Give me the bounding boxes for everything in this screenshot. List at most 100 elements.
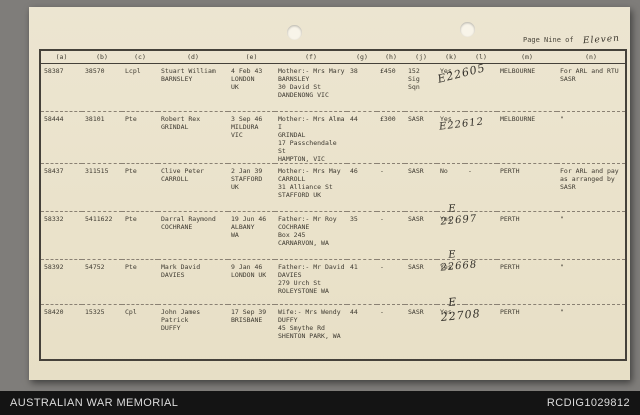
cell-service-number: 58444 bbox=[40, 111, 82, 164]
cell-unit: SASR bbox=[405, 259, 437, 305]
cell-g: 46 bbox=[347, 163, 377, 212]
handwritten-register-number: E 22697 bbox=[440, 203, 478, 228]
cell-name: Darral Raymond COCHRANE bbox=[158, 211, 228, 260]
archive-footer-bar: AUSTRALIAN WAR MEMORIAL RCDIG1029812 bbox=[0, 391, 640, 415]
column-header-f: (f) bbox=[275, 50, 347, 64]
cell-service-number: 58437 bbox=[40, 163, 82, 212]
cell-g: 44 bbox=[350, 308, 358, 316]
cell-prev-number: 54752 bbox=[82, 259, 122, 305]
cell-unit: SASR bbox=[405, 111, 437, 164]
cell-remarks: " bbox=[557, 259, 626, 305]
cell-birth: 4 Feb 43 LONDON UK bbox=[228, 63, 275, 112]
cell-rank: Pte bbox=[122, 211, 158, 260]
cell-service-number: 58420 bbox=[44, 308, 64, 316]
column-header-g: (g) bbox=[347, 50, 377, 64]
cell-unit: SASR bbox=[405, 211, 437, 260]
cell-unit: 152 Sig Sqn bbox=[405, 63, 437, 112]
column-header-l: (l) bbox=[465, 50, 497, 64]
cell-rank: Pte bbox=[122, 163, 158, 212]
cell-unit: SASR bbox=[405, 163, 437, 212]
cell-l bbox=[465, 211, 497, 260]
cell-prev-number: 38570 bbox=[82, 63, 122, 112]
cell-birth: 19 Jun 46 ALBANY WA bbox=[228, 211, 275, 260]
cell-city: PERTH bbox=[497, 163, 557, 212]
cell-birth: 3 Sep 46 MILDURA VIC bbox=[228, 111, 275, 164]
cell-next-of-kin: Father:- Mr David DAVIES 279 Urch St ROL… bbox=[275, 259, 347, 305]
cell-remarks: For ARL and pay as arranged by SASR bbox=[557, 163, 626, 212]
cell-remarks: " bbox=[560, 308, 564, 316]
page-note: Page Nine of Eleven bbox=[523, 29, 620, 47]
column-header-e: (e) bbox=[228, 50, 275, 64]
table-row: 58420 15325 Cpl John James Patrick DUFFY… bbox=[40, 305, 626, 360]
cell-next-of-kin: Wife:- Mrs Wendy DUFFY 45 Smythe Rd SHEN… bbox=[278, 308, 341, 340]
cell-k: Yes bbox=[437, 111, 465, 164]
cell-birth: 9 Jan 46 LONDON UK bbox=[228, 259, 275, 305]
cell-remarks: " bbox=[557, 211, 626, 260]
cell-next-of-kin: Mother:- Mrs Mary BARNSLEY 30 David St D… bbox=[275, 63, 347, 112]
page-note-typed: Page Nine of bbox=[522, 36, 574, 44]
personnel-table: (a) (b) (c) (d) (e) (f) (g) (h) (j) (k) … bbox=[39, 49, 627, 361]
cell-name: Clive Peter CARROLL bbox=[158, 163, 228, 212]
column-header-m: (m) bbox=[497, 50, 557, 64]
cell-name: Robert Rex GRINDAL bbox=[158, 111, 228, 164]
column-header-h: (h) bbox=[377, 50, 405, 64]
cell-k: Yes bbox=[437, 211, 465, 260]
table-row: 58437 311515 Pte Clive Peter CARROLL 2 J… bbox=[40, 163, 626, 212]
table-row: 58387 38570 Lcpl Stuart William BARNSLEY… bbox=[40, 63, 626, 112]
column-header-j: (j) bbox=[405, 50, 437, 64]
cell-h: £300 bbox=[377, 111, 405, 164]
cell-prev-number: 311515 bbox=[82, 163, 122, 212]
table-row: 58392 54752 Pte Mark David DAVIES 9 Jan … bbox=[40, 259, 626, 305]
cell-next-of-kin: Mother:- Mrs May CARROLL 31 Alliance St … bbox=[275, 163, 347, 212]
column-header-a: (a) bbox=[40, 50, 82, 64]
column-header-n: (n) bbox=[557, 50, 626, 64]
punch-hole-icon bbox=[287, 25, 302, 40]
cell-service-number: 58392 bbox=[40, 259, 82, 305]
cell-remarks: " bbox=[557, 111, 626, 164]
punch-hole-icon bbox=[460, 22, 475, 37]
cell-h: - bbox=[377, 163, 405, 212]
cell-prev-number: 5411622 bbox=[82, 211, 122, 260]
cell-city: PERTH bbox=[500, 308, 520, 316]
cell-k: No bbox=[437, 163, 465, 212]
cell-next-of-kin: Mother:- Mrs Alma I GRINDAL 17 Passchend… bbox=[275, 111, 347, 164]
cell-city: MELBOURNE bbox=[497, 111, 557, 164]
cell-city: MELBOURNE bbox=[497, 63, 557, 112]
column-header-d: (d) bbox=[158, 50, 228, 64]
cell-prev-number: 15325 bbox=[85, 308, 105, 316]
page-note-handwritten: Eleven bbox=[582, 33, 621, 47]
cell-l: - bbox=[465, 163, 497, 212]
cell-l bbox=[465, 111, 497, 164]
cell-g: 44 bbox=[347, 111, 377, 164]
column-header-c: (c) bbox=[122, 50, 158, 64]
cell-remarks: For ARL and RTU SASR bbox=[557, 63, 626, 112]
archive-reference-id: RCDIG1029812 bbox=[546, 397, 630, 409]
cell-service-number: 58387 bbox=[40, 63, 82, 112]
cell-city: PERTH bbox=[497, 259, 557, 305]
cell-rank: Pte bbox=[122, 111, 158, 164]
table-row: 58444 38101 Pte Robert Rex GRINDAL 3 Sep… bbox=[40, 111, 626, 164]
cell-rank: Cpl bbox=[125, 308, 137, 316]
cell-rank: Pte bbox=[122, 259, 158, 305]
table-row: 58332 5411622 Pte Darral Raymond COCHRAN… bbox=[40, 211, 626, 260]
document-page: Page Nine of Eleven (a) (b) (c) (d) (e) … bbox=[29, 7, 630, 380]
cell-k: Yes bbox=[437, 63, 465, 112]
cell-h: - bbox=[377, 259, 405, 305]
header-row: (a) (b) (c) (d) (e) (f) (g) (h) (j) (k) … bbox=[40, 50, 626, 64]
column-header-k: (k) bbox=[437, 50, 465, 64]
cell-birth: 17 Sep 39 BRISBANE bbox=[231, 308, 267, 324]
cell-k: Yes bbox=[437, 259, 465, 305]
cell-g: 41 bbox=[347, 259, 377, 305]
handwritten-register-number: E 22668 bbox=[440, 249, 478, 274]
cell-name: Mark David DAVIES bbox=[158, 259, 228, 305]
cell-g: 35 bbox=[347, 211, 377, 260]
cell-name: John James Patrick DUFFY bbox=[161, 308, 201, 332]
cell-name: Stuart William BARNSLEY bbox=[158, 63, 228, 112]
cell-service-number: 58332 bbox=[40, 211, 82, 260]
cell-rank: Lcpl bbox=[122, 63, 158, 112]
column-header-b: (b) bbox=[82, 50, 122, 64]
archive-name: AUSTRALIAN WAR MEMORIAL bbox=[10, 397, 179, 409]
cell-next-of-kin: Father:- Mr Roy COCHRANE Box 245 CARNARV… bbox=[275, 211, 347, 260]
cell-k: Yes bbox=[440, 308, 452, 316]
cell-unit: SASR bbox=[408, 308, 424, 316]
